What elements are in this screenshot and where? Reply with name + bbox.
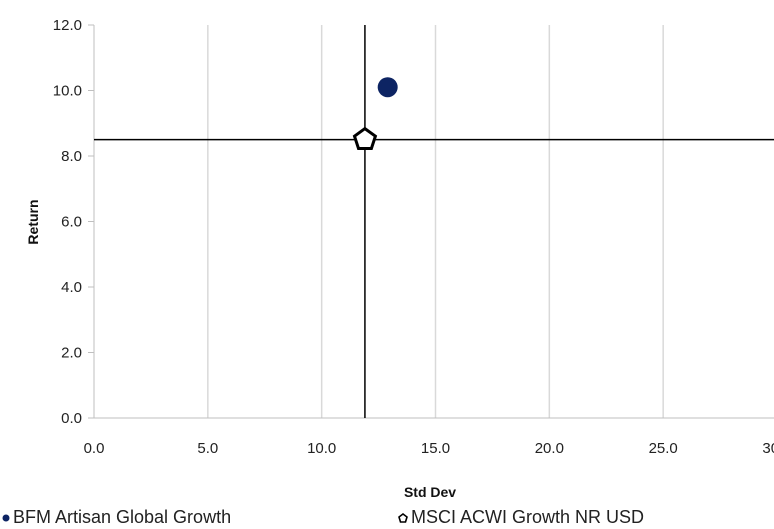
y-axis-title: Return: [25, 199, 41, 244]
x-tick-label: 30.0: [762, 440, 774, 457]
legend: BFM Artisan Global Growth MSCI ACWI Grow…: [0, 507, 774, 529]
x-tick-label: 15.0: [421, 440, 450, 457]
y-tick-label: 6.0: [61, 214, 82, 231]
x-tick-label: 25.0: [649, 440, 678, 457]
legend-label-fund: BFM Artisan Global Growth: [13, 507, 232, 527]
pentagon-marker-icon: [398, 512, 408, 523]
y-tick-label: 4.0: [61, 279, 82, 296]
gridlines: [207, 25, 664, 418]
y-tick-label: 8.0: [61, 148, 82, 165]
y-tick-label: 0.0: [61, 410, 82, 427]
y-tick-label: 12.0: [53, 17, 82, 34]
legend-item-fund: BFM Artisan Global Growth: [2, 507, 231, 528]
point-fund: [377, 77, 398, 98]
x-tick-label: 0.0: [84, 440, 105, 457]
x-tick-label: 20.0: [535, 440, 564, 457]
x-axis-title: Std Dev: [404, 484, 456, 500]
y-axis-ticks: 0.0 2.0 4.0 6.0 8.0 10.0 12.0: [53, 17, 82, 427]
benchmark-crosshair: [94, 25, 774, 418]
x-tick-label: 10.0: [307, 440, 336, 457]
y-tick-label: 2.0: [61, 345, 82, 362]
legend-item-benchmark: MSCI ACWI Growth NR USD: [398, 507, 644, 528]
axes: [88, 24, 774, 419]
x-axis-ticks: 0.0 5.0 10.0 15.0 20.0 25.0 30.0: [84, 440, 774, 457]
point-benchmark: [352, 126, 378, 150]
legend-label-benchmark: MSCI ACWI Growth NR USD: [411, 507, 645, 527]
y-tick-label: 10.0: [53, 83, 82, 100]
circle-marker-icon: [2, 514, 10, 521]
data-points: [352, 77, 398, 150]
x-tick-label: 5.0: [197, 440, 218, 457]
